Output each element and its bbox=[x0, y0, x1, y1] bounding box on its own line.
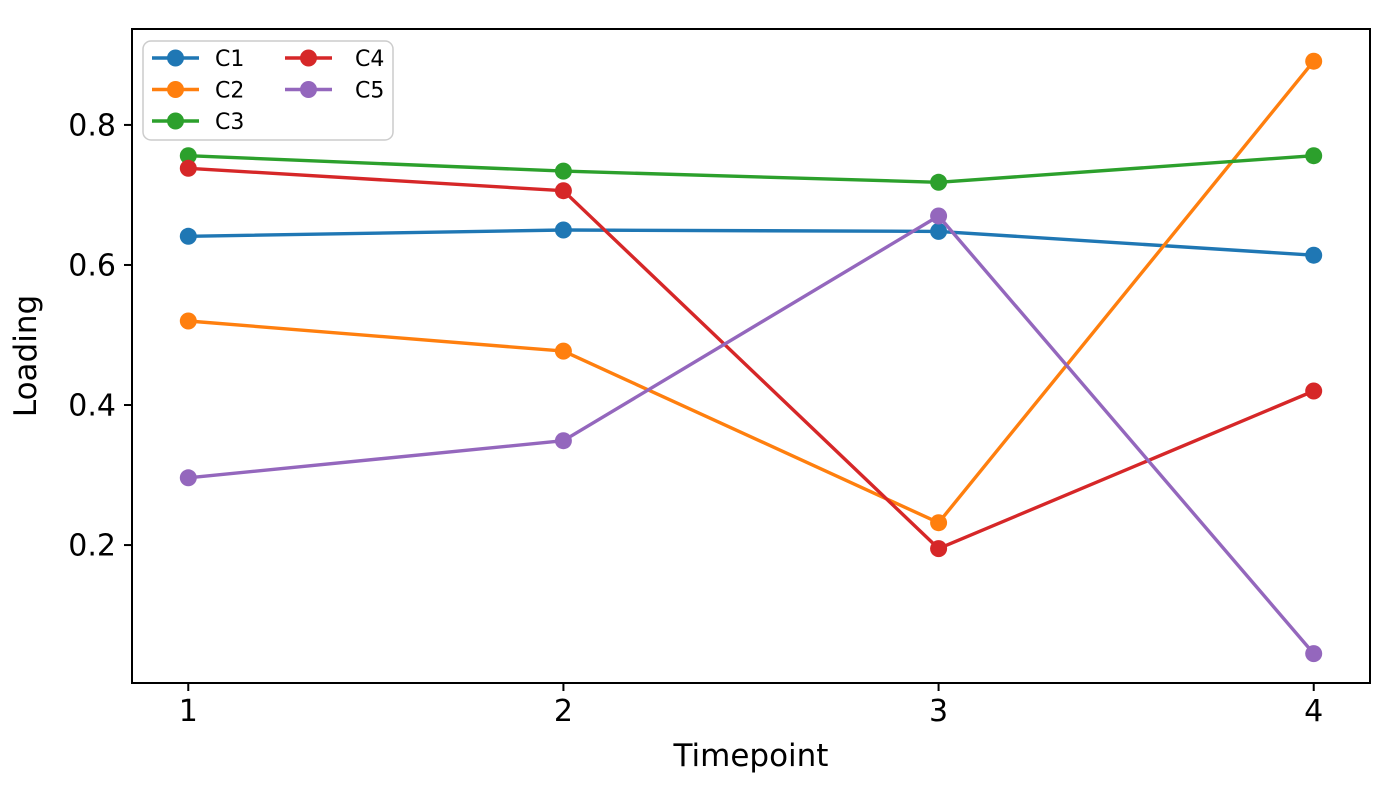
series-layer bbox=[179, 52, 1323, 663]
x-tick-label: 2 bbox=[554, 694, 573, 729]
legend-entry-C2: C2 bbox=[152, 79, 244, 104]
legend-label: C1 bbox=[215, 47, 244, 72]
legend-marker bbox=[300, 49, 317, 67]
legend-entry-C5: C5 bbox=[285, 79, 384, 104]
legend-label: C5 bbox=[355, 79, 384, 104]
series-line-C5 bbox=[186, 214, 1316, 656]
x-tick-label: 3 bbox=[929, 694, 948, 729]
data-point-C2-t1 bbox=[179, 312, 197, 330]
x-tick-label: 4 bbox=[1304, 694, 1323, 729]
data-point-C4-t1 bbox=[179, 159, 197, 177]
data-point-C1-t3 bbox=[930, 222, 948, 240]
legend-box bbox=[142, 40, 394, 141]
legend-entry-C1: C1 bbox=[152, 47, 244, 72]
data-point-C1-t2 bbox=[554, 221, 572, 239]
legend-marker bbox=[167, 81, 184, 98]
y-tick-label: 0.6 bbox=[68, 248, 116, 283]
legend-entry-C3: C3 bbox=[152, 110, 244, 135]
data-point-C2-t3 bbox=[930, 514, 948, 532]
legend-marker bbox=[300, 81, 317, 98]
y-tick-label: 0.2 bbox=[68, 529, 116, 564]
data-point-C4-t3 bbox=[930, 540, 948, 558]
legend-marker bbox=[167, 112, 184, 130]
x-tick-label: 1 bbox=[179, 694, 198, 729]
legend-label: C2 bbox=[215, 79, 244, 104]
legend-entry-C4: C4 bbox=[285, 47, 384, 72]
series-C5 bbox=[179, 207, 1323, 663]
axes-frame bbox=[131, 28, 1371, 684]
x-axis-label: Timepoint bbox=[673, 738, 829, 774]
series-line-C4 bbox=[186, 166, 1316, 551]
series-C2 bbox=[179, 52, 1323, 532]
data-point-C3-t1 bbox=[179, 147, 197, 165]
data-point-C5-t1 bbox=[179, 469, 197, 487]
data-point-C5-t3 bbox=[930, 207, 948, 225]
data-point-C2-t2 bbox=[554, 342, 572, 360]
legend: C1 C2 C3 C4 C5 bbox=[142, 40, 394, 141]
data-point-C4-t2 bbox=[554, 182, 572, 200]
series-C4 bbox=[179, 159, 1323, 558]
data-point-C3-t4 bbox=[1305, 147, 1323, 165]
legend-marker bbox=[167, 49, 184, 67]
series-C1 bbox=[179, 221, 1323, 264]
data-point-C4-t4 bbox=[1305, 382, 1323, 400]
data-point-C3-t2 bbox=[554, 162, 572, 180]
series-line-C3 bbox=[186, 153, 1316, 185]
data-point-C1-t4 bbox=[1305, 246, 1323, 264]
series-line-C2 bbox=[186, 59, 1316, 525]
legend-label: C4 bbox=[355, 47, 384, 72]
y-tick-label: 0.4 bbox=[68, 389, 116, 424]
ticks-layer: 1 2 3 4 0.2 0.4 0.6 0.8 bbox=[68, 108, 1323, 729]
y-axis-label: Loading bbox=[8, 295, 44, 417]
series-line-C1 bbox=[186, 228, 1316, 257]
y-tick-label: 0.8 bbox=[68, 108, 116, 143]
data-point-C2-t4 bbox=[1305, 52, 1323, 70]
series-C3 bbox=[179, 147, 1323, 191]
data-point-C3-t3 bbox=[930, 173, 948, 191]
data-point-C5-t2 bbox=[554, 432, 572, 450]
data-point-C1-t1 bbox=[179, 227, 197, 245]
legend-label: C3 bbox=[215, 110, 244, 135]
data-point-C5-t4 bbox=[1305, 645, 1323, 663]
